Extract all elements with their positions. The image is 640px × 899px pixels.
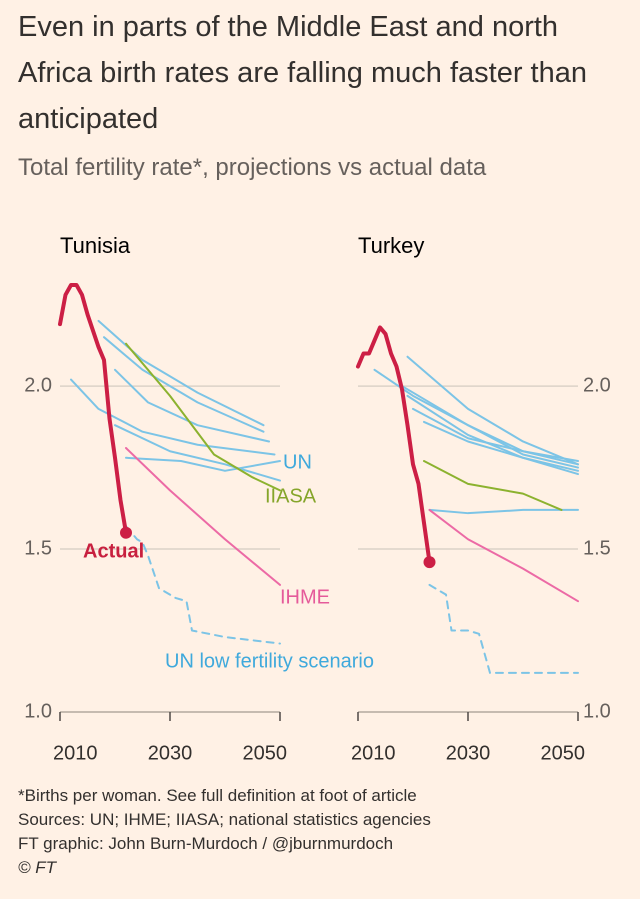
end-dot <box>120 526 132 539</box>
y-tick-label: 1.5 <box>24 537 52 559</box>
x-tick-label: 2010 <box>351 742 396 764</box>
note: © FT <box>18 858 57 877</box>
series-line <box>428 583 579 674</box>
y-tick-label: 2.0 <box>24 374 52 396</box>
y-tick-label: 1.5 <box>583 537 611 559</box>
series-line <box>423 420 579 476</box>
series-line <box>125 456 281 472</box>
series-label: UN low fertility scenario <box>165 650 374 672</box>
series-line <box>412 407 579 463</box>
series-line <box>97 319 265 427</box>
series-line <box>356 325 432 565</box>
panel-title: Tunisia <box>60 233 131 258</box>
series-label: IHME <box>280 586 330 608</box>
series-line <box>406 394 579 472</box>
series-label: Actual <box>83 540 144 562</box>
series-line <box>428 508 579 515</box>
notes: *Births per woman. See full definition a… <box>18 784 431 880</box>
y-tick-label: 1.0 <box>583 700 611 722</box>
series-line <box>125 447 281 586</box>
series-line <box>114 424 281 482</box>
series-line <box>428 508 579 603</box>
x-tick-label: 2030 <box>148 742 193 764</box>
note: Sources: UN; IHME; IIASA; national stati… <box>18 810 431 829</box>
x-tick-label: 2010 <box>53 742 98 764</box>
end-dot <box>423 556 436 569</box>
series-line <box>125 525 281 645</box>
series-line <box>103 336 265 433</box>
series-line <box>70 378 276 456</box>
note: FT graphic: John Burn-Murdoch / @jburnmu… <box>18 834 394 853</box>
series-line <box>58 283 128 535</box>
y-tick-label: 1.0 <box>24 700 52 722</box>
series-label: IIASA <box>265 485 317 507</box>
x-tick-label: 2050 <box>541 742 586 764</box>
title: Even in parts of the Middle East and nor… <box>18 11 587 135</box>
series-line <box>406 355 579 466</box>
panel-title: Turkey <box>358 233 424 258</box>
series-line <box>423 460 563 511</box>
y-tick-label: 2.0 <box>583 374 611 396</box>
note: *Births per woman. See full definition a… <box>18 786 417 805</box>
series-line <box>114 368 270 443</box>
subtitle: Total fertility rate*, projections vs ac… <box>18 154 487 181</box>
series-line <box>125 342 281 492</box>
series-line <box>401 385 579 469</box>
charts: Tunisia 1.0 1.5 2.0 2010 2030 2050 UN IIASA IHME U… <box>24 233 611 764</box>
x-tick-label: 2030 <box>446 742 491 764</box>
x-tick-label: 2050 <box>243 742 288 764</box>
series-label: UN <box>283 451 312 473</box>
